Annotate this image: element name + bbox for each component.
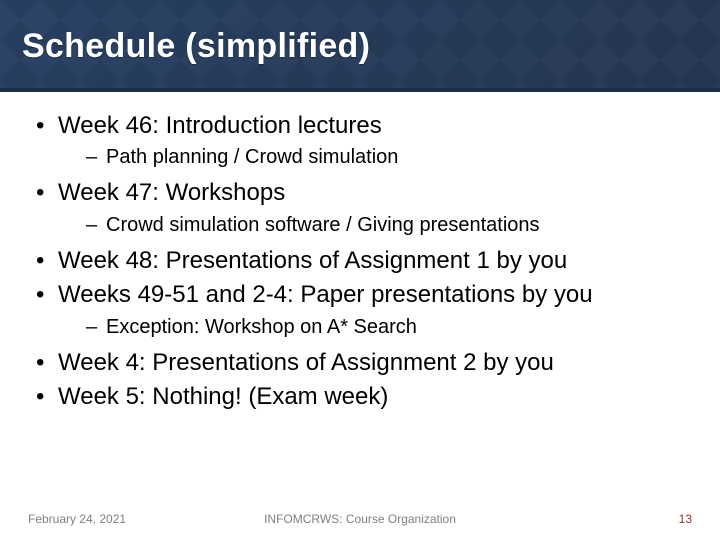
list-item: Exception: Workshop on A* Search bbox=[58, 314, 690, 341]
slide-footer: February 24, 2021 INFOMCRWS: Course Orga… bbox=[0, 512, 720, 526]
bullet-text: Week 4: Presentations of Assignment 2 by… bbox=[58, 349, 554, 376]
list-item: Week 5: Nothing! (Exam week) bbox=[30, 381, 690, 413]
bullet-text: Exception: Workshop on A* Search bbox=[106, 316, 417, 338]
list-item: Crowd simulation software / Giving prese… bbox=[58, 212, 690, 239]
bullet-text: Week 47: Workshops bbox=[58, 179, 285, 206]
slide-title: Schedule (simplified) bbox=[22, 27, 370, 66]
list-item: Week 48: Presentations of Assignment 1 b… bbox=[30, 245, 690, 277]
sub-list: Crowd simulation software / Giving prese… bbox=[58, 212, 690, 239]
slide: Schedule (simplified) Week 46: Introduct… bbox=[0, 0, 720, 540]
list-item: Week 46: Introduction lectures Path plan… bbox=[30, 110, 690, 171]
bullet-text: Week 48: Presentations of Assignment 1 b… bbox=[58, 247, 567, 274]
sub-list: Exception: Workshop on A* Search bbox=[58, 314, 690, 341]
bullet-text: Path planning / Crowd simulation bbox=[106, 146, 398, 168]
page-number: 13 bbox=[679, 512, 692, 526]
list-item: Weeks 49-51 and 2-4: Paper presentations… bbox=[30, 279, 690, 340]
slide-body: Week 46: Introduction lectures Path plan… bbox=[0, 92, 720, 540]
bullet-text: Crowd simulation software / Giving prese… bbox=[106, 214, 540, 236]
footer-course: INFOMCRWS: Course Organization bbox=[264, 512, 456, 526]
sub-list: Path planning / Crowd simulation bbox=[58, 144, 690, 171]
slide-header: Schedule (simplified) bbox=[0, 0, 720, 92]
list-item: Week 47: Workshops Crowd simulation soft… bbox=[30, 177, 690, 238]
bullet-text: Week 46: Introduction lectures bbox=[58, 112, 382, 139]
bullet-list: Week 46: Introduction lectures Path plan… bbox=[30, 110, 690, 413]
bullet-text: Week 5: Nothing! (Exam week) bbox=[58, 383, 388, 410]
footer-date: February 24, 2021 bbox=[28, 512, 126, 526]
list-item: Week 4: Presentations of Assignment 2 by… bbox=[30, 347, 690, 379]
bullet-text: Weeks 49-51 and 2-4: Paper presentations… bbox=[58, 281, 593, 308]
list-item: Path planning / Crowd simulation bbox=[58, 144, 690, 171]
